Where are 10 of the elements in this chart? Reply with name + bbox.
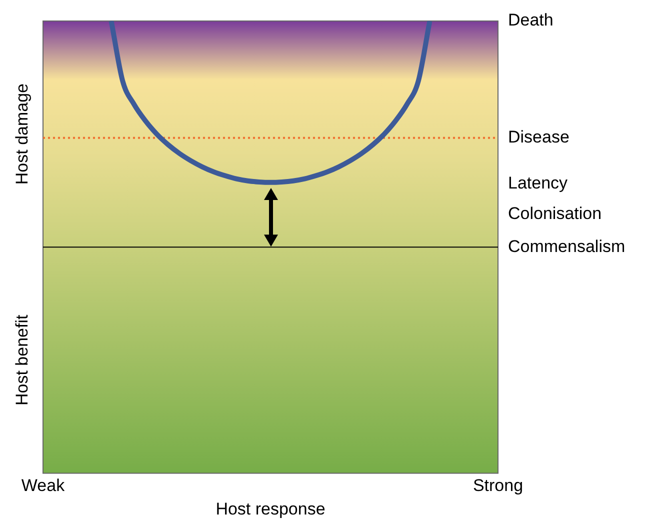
text: Death	[508, 10, 554, 30]
text: Latency	[508, 173, 568, 192]
ref-line-label: Disease	[508, 128, 570, 147]
x-tick-label: Strong	[472, 476, 524, 496]
text: Colonisation	[508, 204, 602, 223]
text: Host benefit	[12, 314, 32, 406]
y-axis-title: Host damage	[12, 83, 32, 185]
x-axis-title: Host response	[216, 499, 326, 518]
ref-line-label: Commensalism	[508, 236, 626, 256]
x-tick-label: Weak	[21, 476, 66, 496]
